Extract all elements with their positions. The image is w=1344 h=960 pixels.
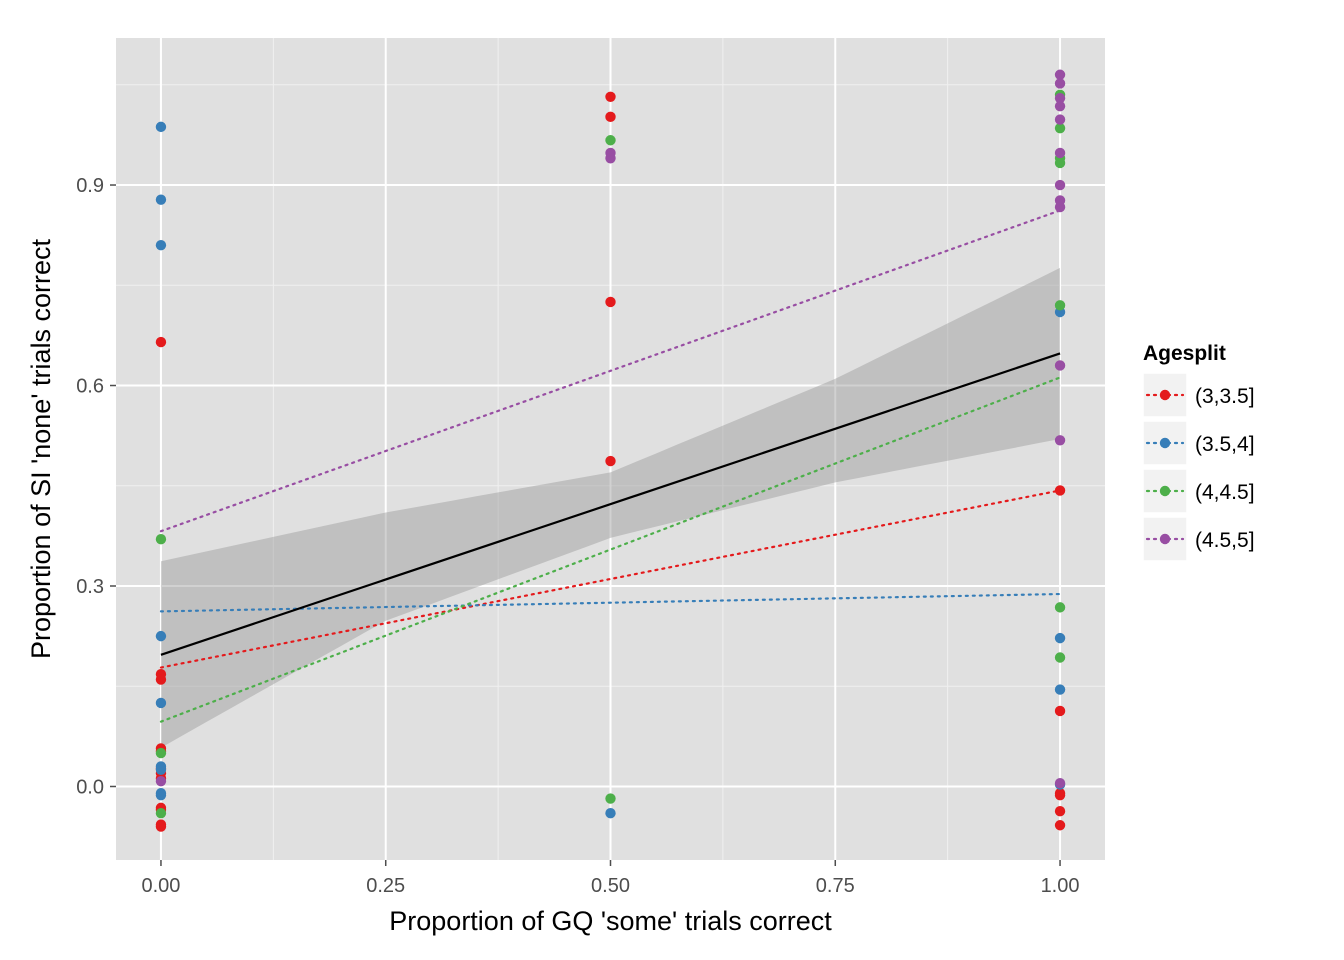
data-point-series-3 <box>1054 360 1066 371</box>
data-point-series-1 <box>155 194 167 205</box>
y-tick-label: 0.9 <box>76 175 104 197</box>
data-point-series-2 <box>1054 300 1066 311</box>
data-point-series-3 <box>605 153 616 164</box>
fit-lines <box>159 209 1062 723</box>
data-point-series-2 <box>1054 157 1066 169</box>
legend-item-2: (4,4.5] <box>1142 468 1255 514</box>
confidence-band <box>161 267 1060 748</box>
data-point-series-0 <box>155 674 167 685</box>
data-point-series-0 <box>1054 806 1066 817</box>
data-point-series-3 <box>1054 69 1066 80</box>
data-point-series-1 <box>155 764 167 775</box>
data-point-series-2 <box>1054 602 1066 613</box>
y-axis-ticks: 0.0 0.3 0.6 0.9 <box>76 175 116 798</box>
x-tick-label: 0.25 <box>366 875 405 897</box>
data-point-series-0 <box>155 336 167 348</box>
data-point-series-0 <box>605 455 616 467</box>
fit-line-series-2 <box>159 376 1062 723</box>
data-point-series-2 <box>605 135 616 146</box>
legend-label: (4.5,5] <box>1195 529 1255 552</box>
data-point-series-3 <box>1054 435 1066 446</box>
overall-fit-line <box>160 352 1061 656</box>
data-point-series-0 <box>1054 705 1066 717</box>
y-tick-label: 0.3 <box>76 576 104 598</box>
data-point-series-0 <box>605 111 616 123</box>
overall-fit-band <box>161 267 1060 748</box>
data-point-series-1 <box>1054 632 1066 644</box>
y-tick-label: 0.0 <box>76 776 104 798</box>
fit-line-series-1 <box>159 592 1062 613</box>
legend-key-point <box>1159 485 1171 497</box>
data-point-series-3 <box>1054 100 1066 112</box>
fit-line-series-0 <box>159 489 1062 669</box>
data-point-series-3 <box>1054 147 1066 159</box>
data-point-series-1 <box>605 808 616 819</box>
data-point-series-2 <box>155 808 167 819</box>
data-point-series-1 <box>155 239 167 251</box>
data-point-series-3 <box>1054 201 1066 213</box>
legend-label: (3.5,4] <box>1195 433 1255 456</box>
y-axis-title: Proportion of SI 'none' trials correct <box>26 239 56 660</box>
legend-key-point <box>1159 533 1171 545</box>
data-point-series-0 <box>155 821 167 832</box>
data-points <box>155 69 1066 832</box>
legend-item-0: (3,3.5] <box>1142 372 1255 418</box>
legend-label: (3,3.5] <box>1195 385 1255 408</box>
y-tick-label: 0.6 <box>76 376 104 398</box>
legend: Agesplit (3,3.5] (3.5,4] (4,4.5] (4.5,5] <box>1142 342 1255 562</box>
x-axis-ticks: 0.00 0.25 0.50 0.75 1.00 <box>141 860 1080 897</box>
x-axis-title: Proportion of GQ 'some' trials correct <box>389 906 832 936</box>
legend-key-point <box>1159 389 1171 401</box>
data-point-series-3 <box>1054 777 1066 789</box>
data-point-series-0 <box>605 296 616 308</box>
data-point-series-3 <box>1054 114 1066 125</box>
data-point-series-2 <box>155 747 167 759</box>
legend-key-point <box>1159 437 1171 449</box>
data-point-series-3 <box>1054 179 1066 191</box>
data-point-series-2 <box>1054 652 1066 663</box>
data-point-series-3 <box>1054 92 1066 104</box>
legend-title: Agesplit <box>1143 342 1226 365</box>
data-point-series-2 <box>605 793 616 804</box>
x-tick-label: 0.75 <box>816 875 855 897</box>
fit-line-series-3 <box>159 209 1062 533</box>
data-point-series-1 <box>155 121 167 133</box>
x-tick-label: 0.00 <box>141 875 180 897</box>
data-point-series-0 <box>605 91 616 103</box>
data-point-series-1 <box>155 630 167 642</box>
x-tick-label: 0.50 <box>591 875 630 897</box>
legend-item-3: (4.5,5] <box>1142 516 1255 562</box>
data-point-series-1 <box>1054 684 1066 695</box>
data-point-series-1 <box>155 789 167 801</box>
data-point-series-2 <box>155 534 167 545</box>
data-point-series-2 <box>1054 123 1066 134</box>
data-point-series-3 <box>1054 78 1066 89</box>
x-tick-label: 1.00 <box>1041 875 1080 897</box>
data-point-series-3 <box>155 775 167 787</box>
data-point-series-1 <box>155 697 167 709</box>
major-gridlines <box>116 38 1105 860</box>
legend-label: (4,4.5] <box>1195 481 1255 504</box>
data-point-series-0 <box>1054 789 1066 801</box>
legend-item-1: (3.5,4] <box>1142 420 1255 466</box>
data-point-series-0 <box>1054 820 1066 831</box>
data-point-series-0 <box>1054 485 1066 496</box>
